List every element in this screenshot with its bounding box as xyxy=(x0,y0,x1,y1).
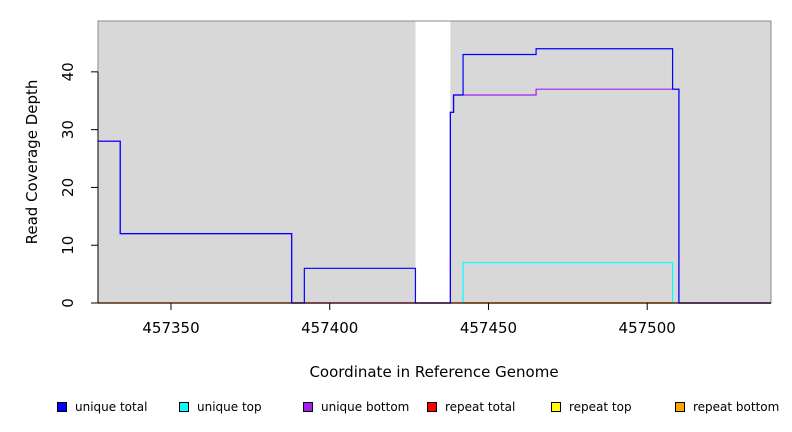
legend-label: repeat bottom xyxy=(693,400,780,414)
x-axis-title: Coordinate in Reference Genome xyxy=(309,363,558,381)
legend-item: repeat bottom xyxy=(675,400,779,414)
legend-label: unique top xyxy=(197,400,262,414)
series-unique-top xyxy=(462,261,674,303)
legend-swatch xyxy=(675,402,685,412)
legend-label: unique bottom xyxy=(321,400,410,414)
legend-label: unique total xyxy=(75,400,148,414)
coverage-chart: 457350 457400 457450 457500 0 10 20 30 40 Coord… xyxy=(23,20,772,381)
y-tick-label: 20 xyxy=(59,178,77,197)
y-tick-label: 0 xyxy=(59,298,77,308)
legend-item: unique bottom xyxy=(303,400,409,414)
legend-swatch xyxy=(427,402,437,412)
y-axis: 0 10 20 30 40 xyxy=(59,62,99,308)
legend: unique total unique top unique bottom repea… xyxy=(0,400,792,418)
legend-item: repeat total xyxy=(427,400,515,414)
y-axis-title: Read Coverage Depth xyxy=(23,80,41,245)
y-tick-label: 30 xyxy=(59,120,77,139)
x-axis: 457350 457400 457450 457500 xyxy=(98,302,771,337)
legend-item: unique top xyxy=(179,400,262,414)
gap-region xyxy=(415,21,451,303)
legend-label: repeat total xyxy=(445,400,516,414)
x-tick-label: 457400 xyxy=(301,319,358,337)
legend-item: repeat top xyxy=(551,400,632,414)
series-unique-total xyxy=(98,48,771,304)
y-tick-label: 40 xyxy=(59,62,77,81)
legend-item: unique total xyxy=(57,400,147,414)
plot-background xyxy=(98,21,771,303)
x-tick-label: 457500 xyxy=(619,319,676,337)
x-tick-label: 457450 xyxy=(460,319,517,337)
legend-swatch xyxy=(303,402,313,412)
x-tick-label: 457350 xyxy=(142,319,199,337)
legend-label: repeat top xyxy=(569,400,632,414)
legend-swatch xyxy=(179,402,189,412)
legend-swatch xyxy=(57,402,67,412)
y-tick-label: 10 xyxy=(59,236,77,255)
legend-swatch xyxy=(551,402,561,412)
